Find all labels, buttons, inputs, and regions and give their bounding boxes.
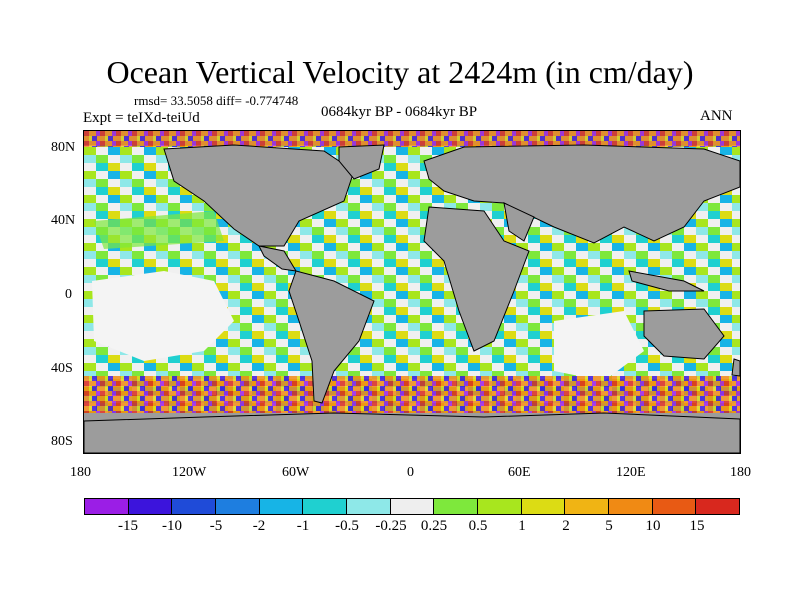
colorbar-bin [216, 499, 260, 514]
colorbar [84, 498, 740, 515]
stats-text: rmsd= 33.5058 diff= -0.774748 [134, 93, 299, 108]
colorbar-bin [85, 499, 129, 514]
colorbar-label: -2 [252, 518, 266, 534]
arctic-band [84, 131, 740, 147]
lon-label-60w: 60W [282, 465, 310, 480]
colorbar-bin [478, 499, 522, 514]
southern-ocean-band [84, 376, 740, 413]
colorbar-label: -0.25 [375, 518, 407, 534]
colorbar-label: -0.5 [335, 518, 359, 534]
indonesia [628, 270, 705, 292]
colorbar-label: -1 [296, 518, 310, 534]
lon-label-60e: 60E [508, 465, 531, 480]
lon-label-120w: 120W [172, 465, 207, 480]
colorbar-bin [696, 499, 740, 514]
indian-quiet-region [554, 311, 644, 381]
colorbar-label: 5 [605, 518, 613, 534]
australia [643, 308, 725, 360]
colorbar-label: 0.25 [420, 518, 448, 534]
colorbar-label: -15 [118, 518, 138, 534]
lon-label-180e: 180 [730, 465, 751, 480]
colorbar-bin [303, 499, 348, 514]
map-canvas [84, 131, 740, 453]
pacific-quiet-region [92, 271, 234, 361]
lon-label-120e: 120E [616, 465, 646, 480]
lat-label-80s: 80S [51, 434, 73, 449]
colorbar-label: 15 [689, 518, 705, 534]
lat-label-0: 0 [65, 287, 72, 302]
antarctica-coast [84, 412, 740, 453]
north-pacific-band [94, 211, 224, 249]
south-america [288, 270, 375, 404]
new-zealand [731, 358, 740, 377]
colorbar-bin [521, 499, 566, 514]
lon-label-0: 0 [407, 465, 414, 480]
lon-label-180w: 180 [70, 465, 91, 480]
arabia [503, 202, 535, 242]
colorbar-label: 2 [562, 518, 570, 534]
colorbar-bin [128, 499, 173, 514]
central-america [258, 245, 297, 272]
lat-label-40s: 40S [51, 361, 73, 376]
colorbar-label: 1 [518, 518, 526, 534]
velocity-map [83, 130, 741, 454]
lat-label-80n: 80N [51, 140, 76, 155]
period-text: 0684kyr BP - 0684kyr BP [321, 104, 478, 120]
continents [84, 144, 740, 453]
colorbar-bin [652, 499, 697, 514]
europe-asia [423, 144, 740, 244]
colorbar-label: -10 [162, 518, 182, 534]
plot-title: Ocean Vertical Velocity at 2424m (in cm/… [106, 54, 694, 90]
season-text: ANN [700, 108, 733, 124]
lat-label-40n: 40N [51, 213, 76, 228]
colorbar-label: 10 [645, 518, 661, 534]
greenland [338, 144, 385, 180]
north-america [163, 144, 355, 247]
colorbar-bin [347, 499, 391, 514]
experiment-text: Expt = teIXd-teiUd [83, 110, 200, 126]
colorbar-bin [434, 499, 479, 514]
colorbar-bin [565, 499, 610, 514]
colorbar-bin [609, 499, 653, 514]
colorbar-bin [390, 499, 435, 514]
africa [423, 206, 530, 352]
colorbar-label: -5 [209, 518, 223, 534]
colorbar-bin [172, 499, 217, 514]
colorbar-bin [259, 499, 304, 514]
colorbar-label: 0.5 [468, 518, 488, 534]
